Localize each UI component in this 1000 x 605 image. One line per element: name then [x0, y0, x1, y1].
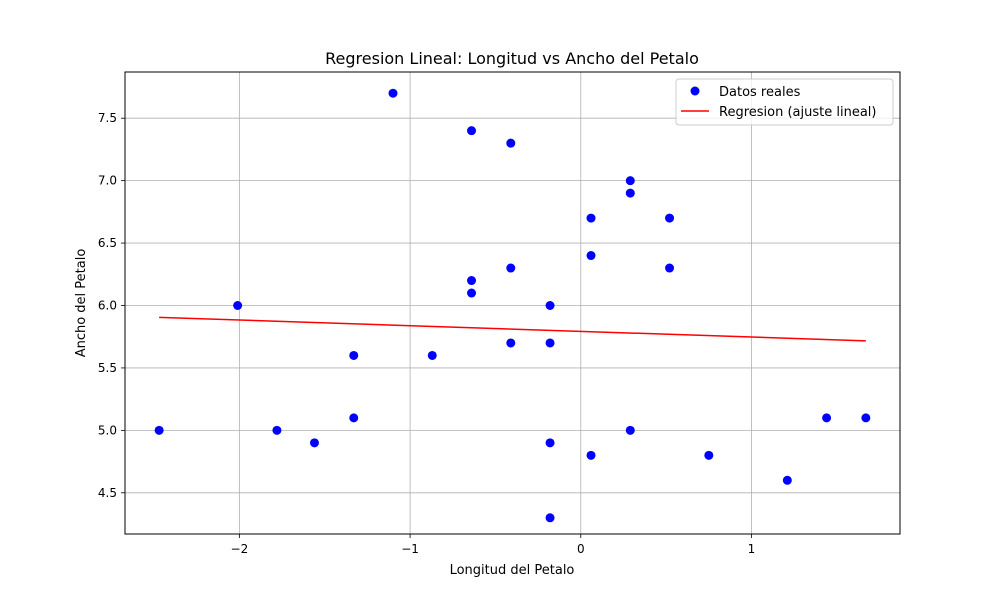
- data-point: [467, 288, 477, 298]
- data-point: [309, 438, 319, 448]
- data-point: [782, 475, 792, 485]
- y-axis-ticks: 4.5 5.0 5.5 6.0 6.5 7.0 7.5: [98, 111, 125, 500]
- data-point: [586, 251, 596, 261]
- data-point: [822, 413, 832, 423]
- y-tick-label: 6.0: [98, 298, 117, 312]
- x-tick-label: −2: [231, 542, 249, 556]
- data-point: [388, 88, 398, 98]
- data-point: [625, 176, 635, 186]
- legend: Datos reales Regresion (ajuste lineal): [675, 78, 894, 126]
- series-layer: [154, 88, 871, 523]
- data-point: [506, 263, 516, 273]
- data-point: [545, 438, 555, 448]
- data-point: [506, 338, 516, 348]
- y-tick-label: 5.0: [98, 423, 117, 437]
- data-point: [349, 350, 359, 360]
- x-tick-label: 0: [577, 542, 585, 556]
- y-axis-label: Ancho del Petalo: [74, 249, 89, 358]
- x-tick-label: 1: [748, 542, 756, 556]
- data-point: [665, 213, 675, 223]
- y-tick-label: 4.5: [98, 486, 117, 500]
- legend-label-regresion: Regresion (ajuste lineal): [719, 105, 876, 120]
- x-axis-label: Longitud del Petalo: [450, 563, 575, 578]
- y-tick-label: 5.5: [98, 361, 117, 375]
- data-point: [427, 350, 437, 360]
- data-point: [467, 126, 477, 136]
- data-point: [545, 300, 555, 310]
- chart-title: Regresion Lineal: Longitud vs Ancho del …: [325, 49, 699, 68]
- plot-area-frame: [124, 71, 901, 535]
- data-point: [545, 338, 555, 348]
- y-tick-label: 7.5: [98, 111, 117, 125]
- data-point: [233, 300, 243, 310]
- data-point: [586, 450, 596, 460]
- x-axis-ticks: −2 −1 0 1: [231, 534, 756, 556]
- data-point: [349, 413, 359, 423]
- data-point: [665, 263, 675, 273]
- data-point: [625, 425, 635, 435]
- data-point: [586, 213, 596, 223]
- legend-label-datos-reales: Datos reales: [719, 85, 801, 100]
- data-point: [861, 413, 871, 423]
- y-tick-label: 7.0: [98, 174, 117, 188]
- data-point: [704, 450, 714, 460]
- regression-line: [159, 316, 866, 342]
- data-point: [467, 276, 477, 286]
- data-point: [545, 513, 555, 523]
- data-point: [625, 188, 635, 198]
- x-tick-label: −1: [401, 542, 419, 556]
- legend-box: [675, 78, 894, 126]
- y-tick-label: 6.5: [98, 236, 117, 250]
- data-point: [272, 425, 282, 435]
- legend-marker-datos-reales: [690, 86, 700, 96]
- data-point: [154, 425, 164, 435]
- data-point: [506, 138, 516, 148]
- grid: [125, 72, 900, 534]
